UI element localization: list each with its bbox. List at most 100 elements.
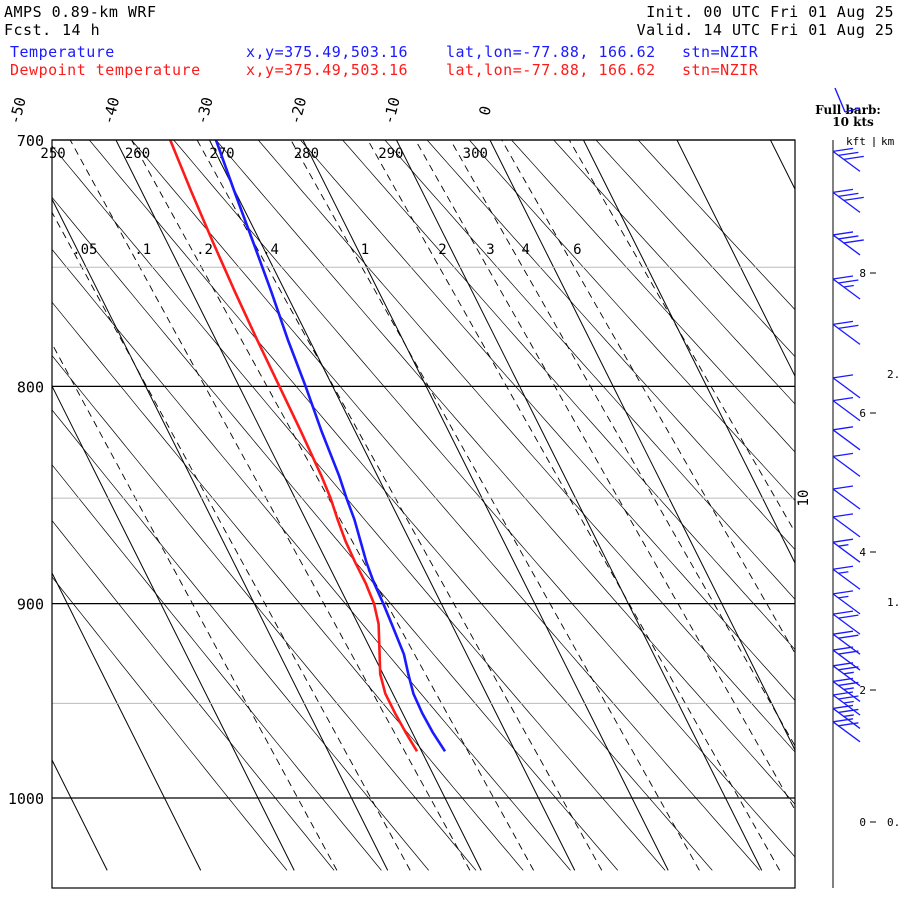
wind-barb-half (838, 595, 849, 599)
mixing-ratio-label: 10 (796, 490, 812, 507)
dry-adiabat-line (468, 140, 795, 502)
mixing-ratio-line (52, 342, 338, 871)
wind-barb-staff (832, 278, 861, 300)
wind-barb-flag (838, 324, 859, 330)
wind-barb-flag (838, 151, 859, 157)
dry-adiabat-line (52, 519, 335, 871)
isentrope-label: 300 (463, 146, 488, 162)
temperature-tick-label: 0 (475, 104, 495, 117)
wind-barb-flag (838, 235, 859, 240)
wind-barb (832, 677, 861, 702)
wind-barb (832, 231, 864, 256)
mixing-ratio-label: .2 (196, 242, 213, 258)
wind-barb-flag (838, 722, 859, 727)
wind-barb (832, 147, 864, 172)
dry-adiabat-line (52, 576, 288, 871)
dry-adiabat-line (215, 140, 795, 805)
wind-barb-flag (832, 396, 854, 402)
kft-tick-label: 6 (859, 407, 866, 420)
isotherm-line (52, 197, 389, 871)
wind-barb-half (843, 700, 854, 704)
dry-adiabat-line (257, 140, 795, 753)
wind-barb-staff (832, 707, 861, 729)
dry-adiabat-line (384, 140, 795, 600)
mixing-ratio-line (69, 140, 471, 871)
dry-adiabat-lines (52, 140, 795, 871)
wind-barb-flag (832, 426, 854, 431)
dewpoint-profile (168, 140, 419, 752)
isotherm-line (676, 140, 795, 378)
mixing-ratio-line (414, 140, 795, 811)
dry-adiabat-line (426, 140, 795, 551)
mixing-ratio-line (449, 140, 795, 747)
dry-adiabat-line (595, 140, 795, 358)
wind-barb (832, 485, 861, 510)
temperature-tick-label: -30 (192, 95, 216, 126)
wind-barb-flag (832, 231, 854, 236)
kft-tick-label: 8 (859, 267, 866, 280)
wind-barb-half (843, 671, 854, 675)
wind-barb-flag (832, 704, 854, 710)
wind-barb-flag (843, 155, 864, 161)
kft-tick-label: 0 (859, 816, 866, 829)
mixing-ratio-line (290, 140, 700, 871)
wind-barb-flag (838, 695, 859, 700)
pressure-tick-label: 800 (17, 378, 44, 396)
dry-adiabat-line (52, 355, 477, 871)
mixing-ratio-line (130, 140, 534, 871)
wind-legend-barb (844, 107, 861, 113)
wind-barb-staff (832, 323, 861, 345)
dry-adiabat-line (299, 140, 795, 701)
wind-barb-flag (832, 565, 854, 570)
dry-adiabat-line (52, 301, 524, 871)
wind-barb-flag (838, 614, 859, 619)
pressure-tick-label: 1000 (8, 790, 44, 808)
wind-barb-flag (838, 650, 859, 655)
wind-barb-staff (832, 488, 861, 510)
mixing-ratio-lines (52, 140, 795, 871)
wind-barb-half (843, 687, 854, 691)
dry-adiabat-line (511, 140, 795, 453)
wind-barb (832, 704, 861, 729)
wind-barb-flag (843, 196, 864, 201)
wind-panel: Full barb:10 kts kft km 8 6 4 2 0 2. 1. 0. (815, 87, 900, 888)
legend-dewpoint-latlon: lat,lon=-77.88, 166.62 (446, 61, 656, 79)
wind-legend-barb (834, 87, 846, 113)
wind-barb-flag (832, 147, 854, 153)
isotherm-line (769, 140, 795, 191)
wind-barb-staff (832, 377, 861, 399)
km-tick-label: 1. (887, 596, 900, 609)
legend-temperature-stn: stn=NZIR (682, 43, 759, 61)
legend-dewpoint-xy: x,y=375.49,503.16 (246, 61, 409, 79)
km-tick-label: 2. (887, 368, 900, 381)
legend-temperature-latlon: lat,lon=-77.88, 166.62 (446, 43, 656, 61)
isotherm-line (115, 140, 482, 871)
wind-barb-staff (832, 541, 861, 563)
isotherm-line (582, 140, 795, 565)
mixing-ratio-line (501, 140, 795, 655)
dry-adiabat-line (342, 140, 795, 651)
plot-frame (51, 139, 796, 889)
wind-barb-staff (832, 234, 861, 256)
legend-temperature-name: Temperature (10, 43, 115, 61)
isotherm-line (52, 571, 202, 871)
wind-barb-flag (832, 513, 854, 518)
km-label: km (881, 135, 895, 148)
wind-barb-staff (832, 191, 861, 213)
wind-barb-flag (832, 590, 854, 595)
dry-adiabat-line (52, 196, 619, 871)
temperature-tick-label: -40 (99, 95, 123, 126)
mixing-ratio-label: 2 (438, 242, 446, 258)
wind-barb (832, 426, 861, 451)
mixing-ratio-label: .1 (134, 242, 151, 258)
isotherm-line (52, 758, 108, 871)
wind-barb-flag (843, 239, 864, 244)
sounding-profiles (168, 140, 447, 753)
dry-adiabat-line (131, 140, 760, 871)
wind-barb (832, 320, 861, 345)
pressure-tick-label: 700 (17, 132, 44, 150)
isotherm-line (302, 140, 669, 871)
temperature-tick-label: -10 (379, 95, 403, 126)
wind-barb (832, 565, 861, 590)
dry-adiabat-line (88, 140, 713, 871)
